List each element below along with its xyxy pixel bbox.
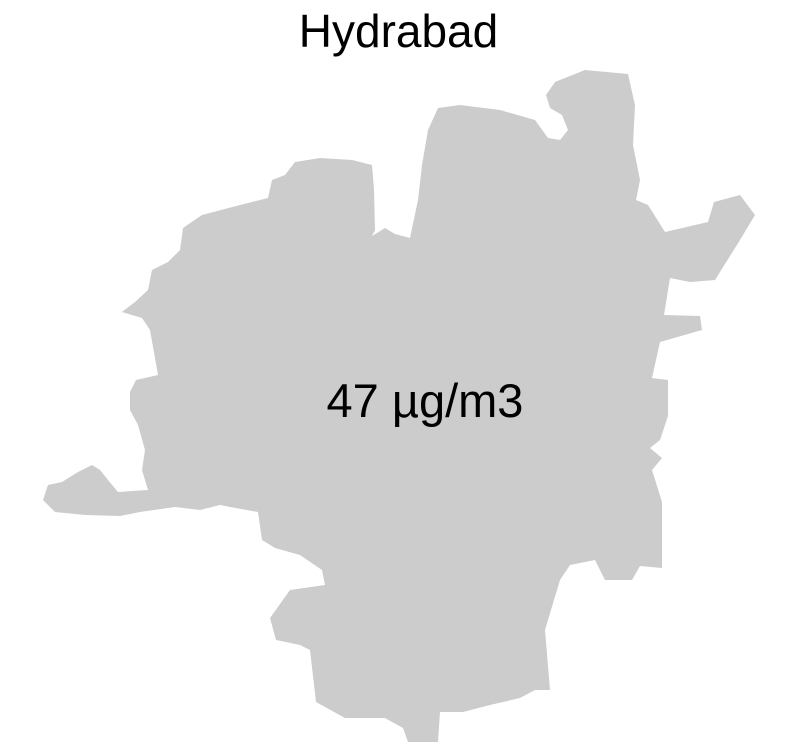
value-label: 47 µg/m3 — [327, 374, 524, 427]
city-boundary-region — [43, 70, 755, 742]
map-title: Hydrabad — [298, 5, 499, 57]
